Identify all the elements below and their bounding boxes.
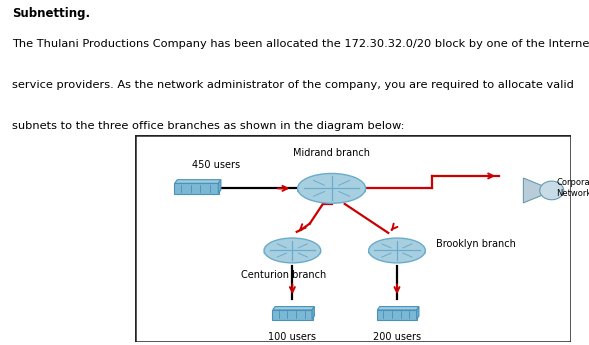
Text: 100 users: 100 users [269, 332, 316, 342]
Polygon shape [416, 307, 419, 319]
Polygon shape [219, 180, 221, 194]
Polygon shape [312, 307, 315, 319]
Text: Brooklyn branch: Brooklyn branch [436, 239, 516, 249]
Text: Centurion branch: Centurion branch [241, 270, 326, 280]
Text: subnets to the three office branches as shown in the diagram below:: subnets to the three office branches as … [12, 121, 404, 131]
Text: 450 users: 450 users [192, 160, 240, 170]
Text: service providers. As the network administrator of the company, you are required: service providers. As the network admini… [12, 80, 574, 90]
Text: Corporate
Network: Corporate Network [556, 178, 589, 198]
FancyBboxPatch shape [376, 309, 418, 320]
Ellipse shape [540, 181, 564, 200]
FancyBboxPatch shape [174, 183, 219, 194]
FancyBboxPatch shape [135, 135, 571, 342]
Ellipse shape [369, 238, 425, 263]
Ellipse shape [297, 187, 366, 195]
Polygon shape [175, 180, 221, 183]
Text: Subnetting.: Subnetting. [12, 7, 90, 20]
Ellipse shape [369, 249, 425, 256]
Polygon shape [524, 178, 554, 203]
Polygon shape [378, 307, 419, 310]
Text: 200 users: 200 users [373, 332, 421, 342]
Ellipse shape [264, 238, 320, 263]
Polygon shape [273, 307, 315, 310]
FancyBboxPatch shape [272, 309, 313, 320]
Text: The Thulani Productions Company has been allocated the 172.30.32.0/20 block by o: The Thulani Productions Company has been… [12, 39, 589, 49]
Ellipse shape [264, 249, 320, 256]
Text: Midrand branch: Midrand branch [293, 148, 370, 158]
Ellipse shape [297, 174, 366, 203]
